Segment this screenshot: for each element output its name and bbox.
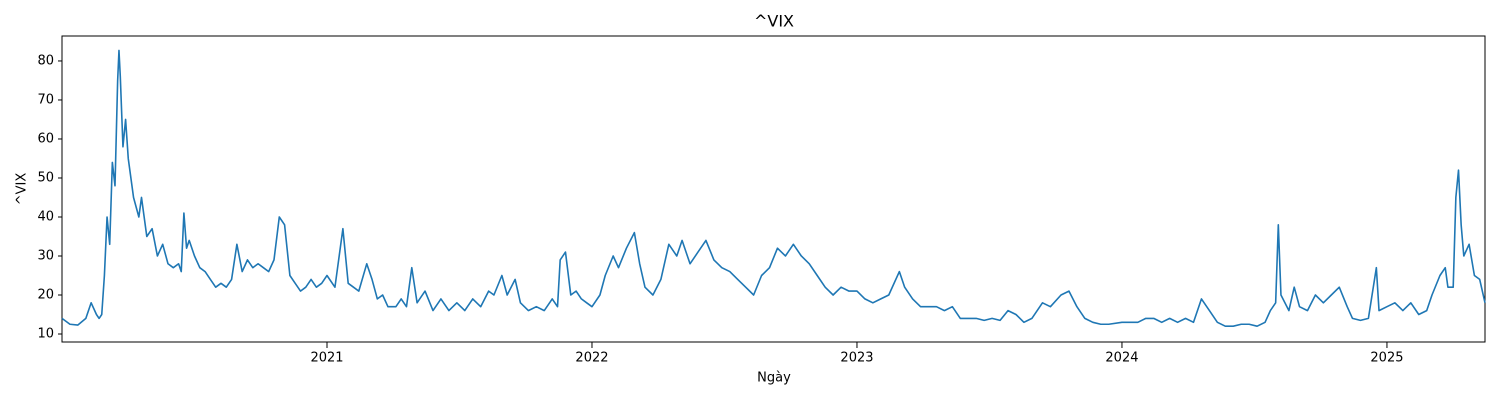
y-tick-label: 10: [37, 327, 54, 342]
y-tick-label: 50: [37, 170, 54, 185]
y-tick-label: 80: [37, 53, 54, 68]
y-tick-label: 40: [37, 209, 54, 224]
plot-frame: [61, 35, 1486, 343]
chart-title: ^VIX: [754, 12, 794, 31]
x-tick-label: 2022: [575, 351, 608, 366]
x-tick-label: 2024: [1105, 351, 1138, 366]
y-tick-label: 60: [37, 131, 54, 146]
x-tick-label: 2023: [840, 351, 873, 366]
x-tick-label: 2021: [310, 351, 343, 366]
y-tick-label: 70: [37, 92, 54, 107]
line: [61, 49, 1486, 327]
x-axis-label: Ngày: [757, 371, 791, 386]
y-tick-label: 30: [37, 248, 54, 263]
y-axis-label: ^VIX: [15, 173, 30, 206]
x-tick-label: 2025: [1370, 351, 1403, 366]
y-tick-label: 20: [37, 287, 54, 302]
